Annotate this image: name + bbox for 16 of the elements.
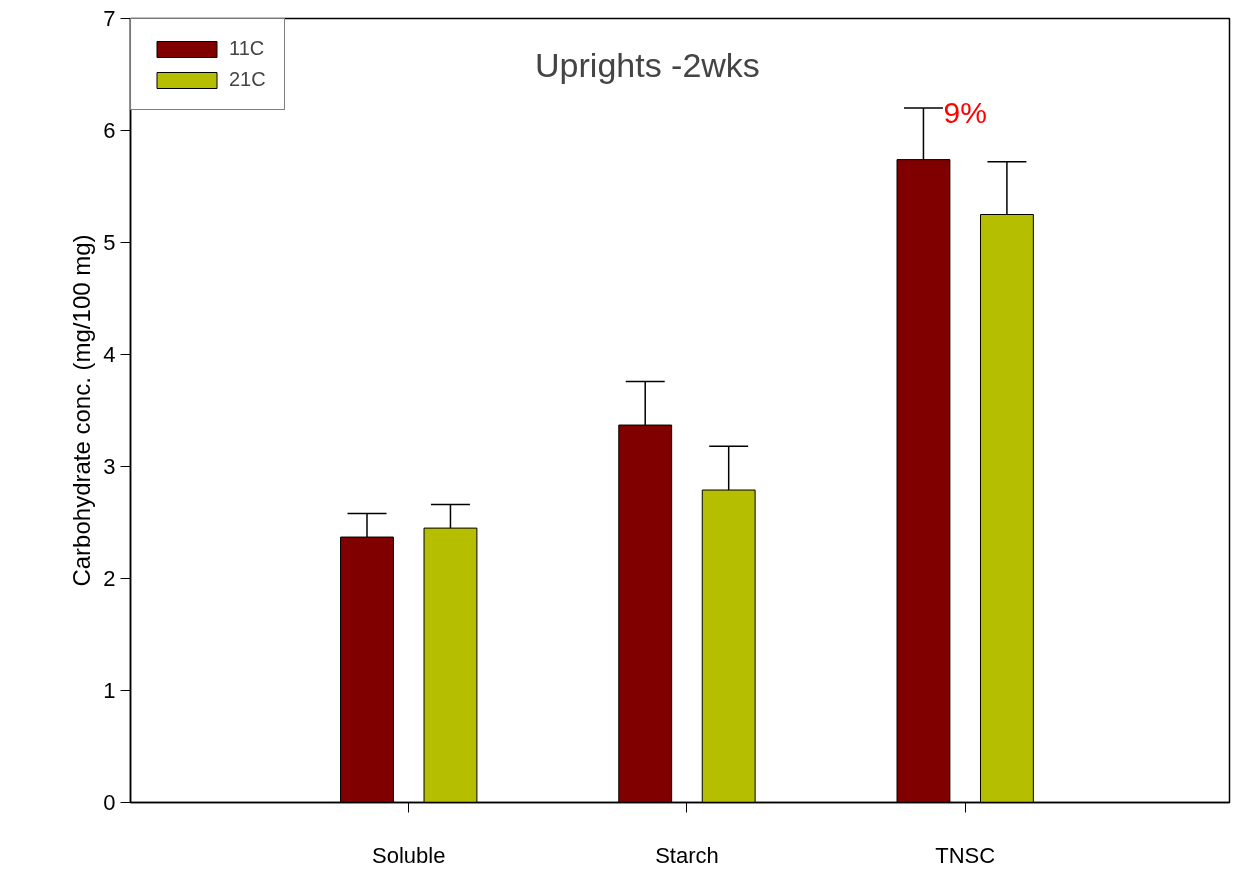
annotation: 9% xyxy=(943,95,987,129)
y-tick-label: 2 xyxy=(103,566,116,591)
y-axis-title: Carbohydrate conc. (mg/100 mg) xyxy=(68,234,96,587)
x-tick-label: Soluble xyxy=(372,842,446,868)
y-tick-label: 7 xyxy=(103,6,116,31)
text: Uprights -2wks xyxy=(535,45,760,84)
y-tick-label: 3 xyxy=(103,454,116,479)
y-tick-label: 0 xyxy=(103,790,116,815)
x-tick-label: Starch xyxy=(655,842,719,868)
y-tick-label: 5 xyxy=(103,230,116,255)
legend-label: 21C xyxy=(229,68,266,91)
y-tick-label: 4 xyxy=(103,342,116,367)
legend-label: 11C xyxy=(229,37,265,60)
y-tick-label: 6 xyxy=(103,118,116,143)
x-tick-label: TNSC xyxy=(935,842,996,868)
y-tick-label: 1 xyxy=(103,678,116,703)
